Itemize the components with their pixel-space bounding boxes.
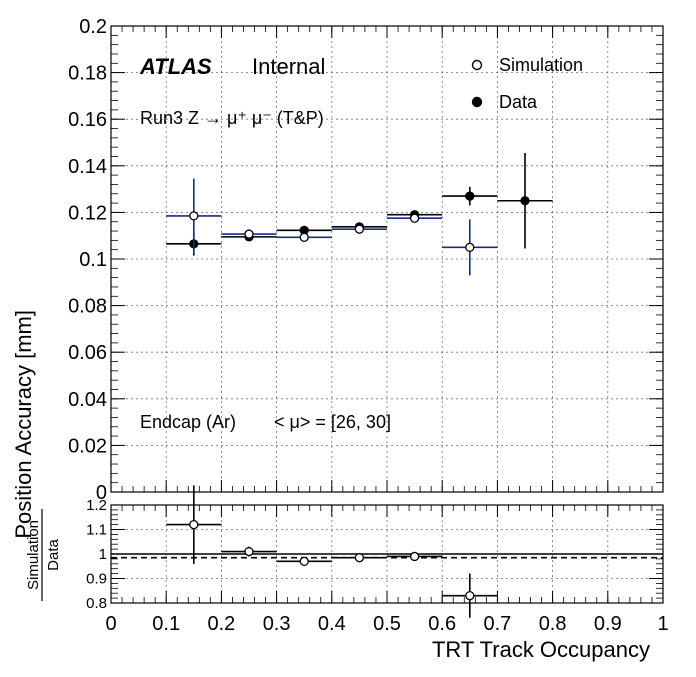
ratio-y-tick-label: 1.1 <box>86 522 107 539</box>
internal-label: Internal <box>252 54 325 79</box>
simulation-point <box>299 232 309 242</box>
simulation-point <box>189 211 199 221</box>
simulation-point <box>465 242 475 253</box>
y-axis-title: Position Accuracy [mm] <box>11 310 36 539</box>
simulation-point <box>354 224 365 234</box>
ratio-point <box>465 591 475 601</box>
ratio-y-tick-label: 0.8 <box>86 595 107 612</box>
ratio-data-marks <box>111 485 663 618</box>
x-tick-label: 0.5 <box>373 613 401 635</box>
main-data-marks <box>166 152 553 276</box>
x-tick-label: 0.7 <box>483 613 511 635</box>
main-axes: 0 0.02 0.04 0.06 0.08 0.1 0.12 0.14 0.16 0.18 0.2 <box>68 16 664 504</box>
data-point <box>520 196 530 206</box>
ratio-y-tick-label: 1 <box>99 546 107 563</box>
main-y-tick-label: 0.12 <box>68 202 107 224</box>
simulation-point <box>409 213 420 223</box>
region-label: Endcap (Ar) <box>140 412 236 432</box>
ratio-y-numerator: Simulation <box>25 520 42 590</box>
main-y-tick-label: 0.04 <box>68 389 107 411</box>
ratio-point <box>354 553 365 563</box>
ratio-point <box>244 546 254 557</box>
main-y-tick-label: 0.08 <box>68 296 107 318</box>
main-grid <box>111 26 663 492</box>
main-y-tick-label: 0 <box>96 482 107 504</box>
run-label: Run3 Z → μ⁺ μ⁻ (T&P) <box>140 108 324 128</box>
ratio-point <box>299 556 309 566</box>
legend-data-marker <box>471 96 483 108</box>
x-tick-label: 0.6 <box>428 613 456 635</box>
ratio-point <box>189 519 199 530</box>
x-tick-label: 0.1 <box>152 613 180 635</box>
x-tick-label: 0.4 <box>318 613 346 635</box>
ratio-y-tick-label: 0.9 <box>86 571 107 588</box>
main-y-tick-label: 0.16 <box>68 109 107 131</box>
x-tick-label: 1 <box>657 613 668 635</box>
ratio-y-tick-label: 1.2 <box>86 497 107 514</box>
main-y-tick-label: 0.14 <box>68 156 107 178</box>
main-y-tick-label: 0.06 <box>68 342 107 364</box>
x-tick-label: 0.9 <box>594 613 622 635</box>
ratio-axes: 0 0.1 0.2 0.3 0.4 0.5 0.6 0.7 0.8 0.9 1 0.8 0.9 1 1.1 1… <box>86 497 668 635</box>
main-y-tick-label: 0.1 <box>79 249 107 271</box>
main-y-tick-label: 0.02 <box>68 435 107 457</box>
atlas-label: ATLAS <box>139 54 212 79</box>
x-tick-label: 0.2 <box>207 613 235 635</box>
ratio-y-axis-title: Simulation Data <box>25 509 62 601</box>
legend-simulation-marker <box>471 59 483 71</box>
ratio-point <box>409 551 420 562</box>
main-y-tick-label: 0.2 <box>79 16 107 38</box>
legend: Simulation Data <box>471 55 583 112</box>
x-axis-title: TRT Track Occupancy <box>432 637 650 662</box>
x-tick-label: 0.3 <box>263 613 291 635</box>
simulation-point <box>244 229 254 239</box>
legend-data-label: Data <box>499 92 538 112</box>
legend-simulation-label: Simulation <box>499 55 583 75</box>
ratio-y-denominator: Data <box>45 539 62 571</box>
main-y-tick-label: 0.18 <box>68 63 107 85</box>
data-point <box>465 191 475 201</box>
x-tick-label: 0.8 <box>539 613 567 635</box>
x-tick-label: 0 <box>105 613 116 635</box>
pileup-label: < μ> = [26, 30] <box>274 412 391 432</box>
